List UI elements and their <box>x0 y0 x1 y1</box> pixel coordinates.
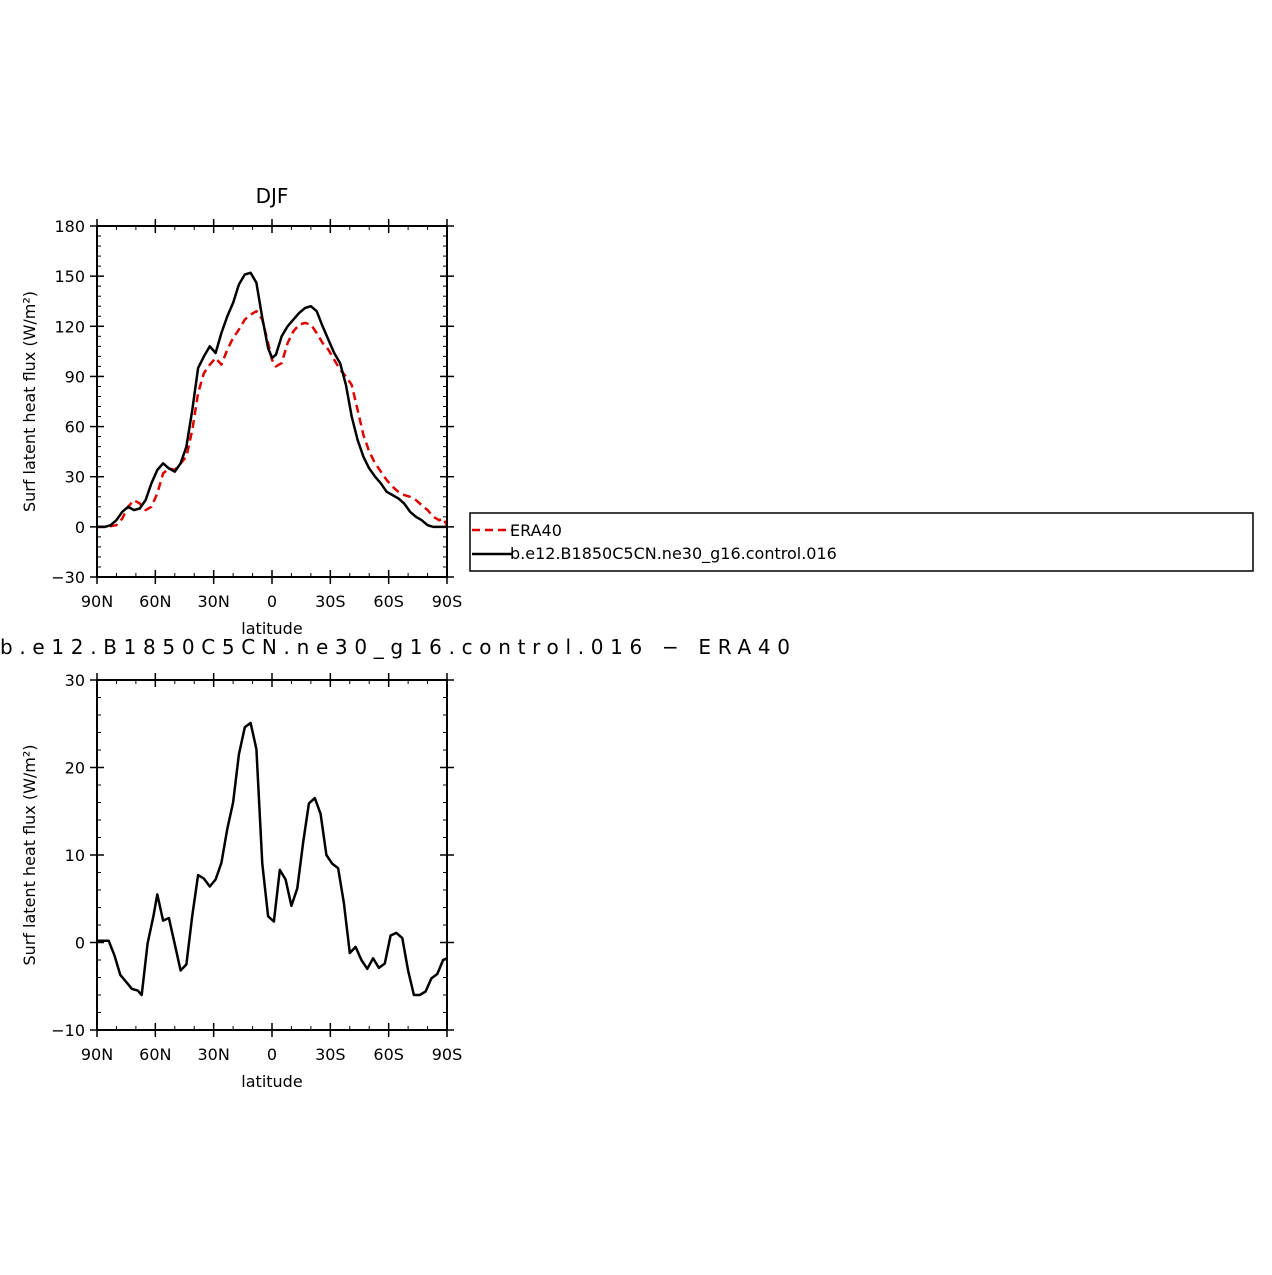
series-line-difference-0 <box>97 721 448 997</box>
x-tick-label: 30N <box>198 592 230 611</box>
x-tick-label: 60N <box>139 1045 171 1064</box>
legend-box <box>469 512 1254 572</box>
y-tick-label: 60 <box>65 418 85 437</box>
y-tick-label: 30 <box>65 468 85 487</box>
y-tick-label: 10 <box>65 846 85 865</box>
top-panel-y-axis-label: Surf latent heat flux (W/m²) <box>20 291 39 512</box>
bottom-panel-series <box>97 721 448 997</box>
bottom-panel-y-axis-label: Surf latent heat flux (W/m²) <box>20 744 39 965</box>
bottom-panel-ticks: 90N 60N 30N 0 30S 60S 90S −10 0 10 20 30 <box>51 671 462 1064</box>
x-tick-label: 90N <box>81 592 113 611</box>
y-tick-label: −10 <box>51 1021 85 1040</box>
top-panel-title: DJF <box>256 184 289 208</box>
top-panel-djf: DJF 90N 60N 30N 0 30S 60S 90S −30 0 30 60 90 120 150 1… <box>20 184 462 638</box>
top-panel-x-axis-label: latitude <box>241 619 302 638</box>
bottom-panel-x-axis-label: latitude <box>241 1072 302 1091</box>
legend: ERA40 b.e12.B1850C5CN.ne30_g16.control.0… <box>469 512 1254 572</box>
x-tick-label: 60S <box>373 1045 404 1064</box>
series-line-era40 <box>97 309 449 529</box>
bottom-panel-difference: b.e12.B1850C5CN.ne30_g16.control.016 − E… <box>0 635 790 1091</box>
bottom-panel-plot-frame <box>96 679 448 1031</box>
bottom-panel-title: b.e12.B1850C5CN.ne30_g16.control.016 − E… <box>0 635 790 659</box>
y-tick-label: 120 <box>54 317 85 336</box>
x-tick-label: 90S <box>432 592 463 611</box>
x-tick-label: 30S <box>315 592 346 611</box>
x-tick-label: 60S <box>373 592 404 611</box>
y-tick-label: 150 <box>54 267 85 286</box>
top-panel-ticks: 90N 60N 30N 0 30S 60S 90S −30 0 30 60 90 120 150 180 <box>51 217 462 611</box>
x-tick-label: 0 <box>267 592 277 611</box>
y-tick-label: 30 <box>65 671 85 690</box>
legend-label-model: b.e12.B1850C5CN.ne30_g16.control.016 <box>510 544 837 564</box>
x-tick-label: 30S <box>315 1045 346 1064</box>
y-tick-label: 90 <box>65 367 85 386</box>
legend-label-era40: ERA40 <box>510 521 562 540</box>
x-tick-label: 60N <box>139 592 171 611</box>
x-tick-label: 30N <box>198 1045 230 1064</box>
x-tick-label: 0 <box>267 1045 277 1064</box>
top-panel-series <box>97 271 449 529</box>
y-tick-label: −30 <box>51 568 85 587</box>
y-tick-label: 180 <box>54 217 85 236</box>
x-tick-label: 90N <box>81 1045 113 1064</box>
y-tick-label: 20 <box>65 759 85 778</box>
y-tick-label: 0 <box>75 518 85 537</box>
x-tick-label: 90S <box>432 1045 463 1064</box>
top-panel-plot-frame <box>96 225 448 578</box>
series-line-b-e12-b1850c5cn-ne30-g16-control-016 <box>97 271 447 529</box>
y-tick-label: 0 <box>75 934 85 953</box>
